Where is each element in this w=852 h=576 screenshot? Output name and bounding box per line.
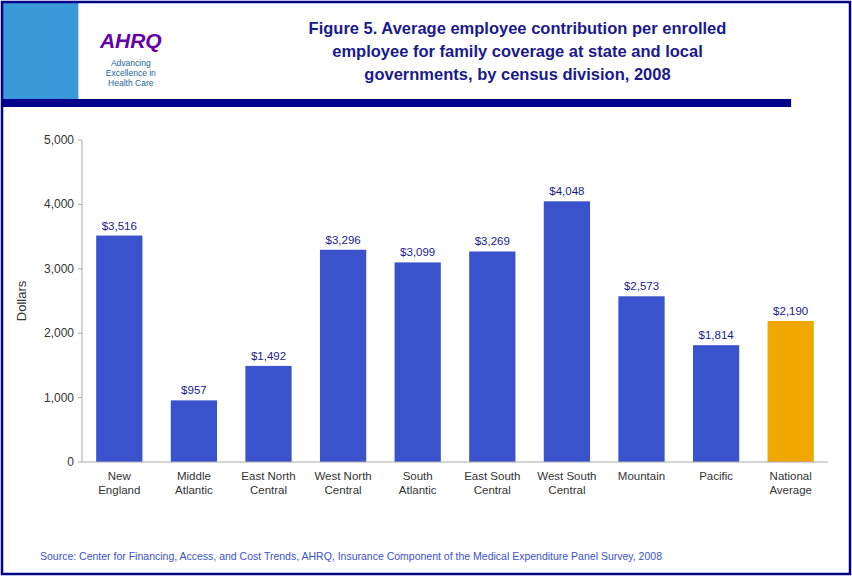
data-label: $1,814 xyxy=(699,329,735,341)
x-tick-label: South Atlantic xyxy=(399,470,437,496)
bar xyxy=(395,262,441,462)
y-tick-label: 3,000 xyxy=(44,262,74,276)
x-tick-label: National Average xyxy=(769,470,812,496)
y-tick xyxy=(78,268,82,269)
x-tick-label: East South Central xyxy=(464,470,520,496)
text-line: South xyxy=(403,470,433,482)
data-labels: $3,516 $957 $1,492 $3,296 $3,099 $3,269 $4,048… xyxy=(102,185,809,396)
x-tick-label: New England xyxy=(98,470,140,496)
y-axis-label: Dollars xyxy=(14,280,29,321)
header-separator xyxy=(3,99,791,107)
outer-border xyxy=(2,2,850,574)
x-tick-label: Pacific xyxy=(699,470,733,482)
text-line: Atlantic xyxy=(399,484,437,496)
logo-tagline: AdvancingExcellence inHealth Care xyxy=(106,58,156,88)
data-label: $2,190 xyxy=(773,305,808,317)
text-line: employee for family coverage at state an… xyxy=(332,42,702,60)
text-line: Central xyxy=(548,484,585,496)
text-line: West North xyxy=(314,470,371,482)
logo-text: AHRQ xyxy=(99,29,162,52)
text-line: Excellence in xyxy=(106,68,156,78)
text-line: West South xyxy=(537,470,596,482)
y-tick xyxy=(78,462,82,463)
x-tick-label: West North Central xyxy=(314,470,371,496)
x-tick-label: East North Central xyxy=(241,470,295,496)
background xyxy=(0,0,852,576)
text-line: East North xyxy=(241,470,295,482)
text-line: Figure 5. Average employee contribution … xyxy=(309,19,727,37)
bar xyxy=(320,250,366,462)
y-tick xyxy=(78,397,82,398)
chart-svg: AHRQ AdvancingExcellence inHealth Care Fig… xyxy=(0,0,852,576)
text-line: Central xyxy=(474,484,511,496)
x-axis: New England Middle Atlantic East North Centra… xyxy=(98,470,812,496)
bar xyxy=(245,366,291,462)
text-line: Mountain xyxy=(618,470,665,482)
source-note: Source: Center for Financing, Access, an… xyxy=(40,550,662,562)
logo-panel xyxy=(79,3,183,99)
text-line: National xyxy=(770,470,812,482)
data-label: $3,099 xyxy=(400,246,435,258)
y-tick-label: 4,000 xyxy=(44,197,74,211)
bar xyxy=(693,345,739,462)
y-axis: 0 1,000 2,000 3,000 4,000 5,000 xyxy=(44,133,82,469)
text-line: Central xyxy=(325,484,362,496)
data-label: $3,516 xyxy=(102,220,137,232)
text-line: Middle xyxy=(177,470,211,482)
chart-title: Figure 5. Average employee contribution … xyxy=(309,19,727,83)
y-tick-label: 2,000 xyxy=(44,326,74,340)
bars xyxy=(96,201,814,462)
x-tick-label: West South Central xyxy=(537,470,596,496)
x-axis-line xyxy=(82,462,828,463)
y-tick-label: 0 xyxy=(67,455,74,469)
text-line: Average xyxy=(769,484,812,496)
bar xyxy=(171,400,217,462)
bar xyxy=(544,201,590,462)
data-label: $2,573 xyxy=(624,280,659,292)
y-tick-label: 1,000 xyxy=(44,391,74,405)
y-axis-line xyxy=(82,140,83,462)
bar xyxy=(768,321,814,462)
logo-block xyxy=(3,3,79,99)
y-tick xyxy=(78,333,82,334)
bar xyxy=(469,251,515,462)
data-label: $1,492 xyxy=(251,350,286,362)
data-label: $4,048 xyxy=(549,185,584,197)
y-tick xyxy=(78,204,82,205)
text-line: Pacific xyxy=(699,470,733,482)
data-label: $3,296 xyxy=(326,234,361,246)
bar xyxy=(96,236,142,462)
y-tick-label: 5,000 xyxy=(44,133,74,147)
text-line: Advancing xyxy=(111,58,151,68)
text-line: Atlantic xyxy=(175,484,213,496)
data-label: $957 xyxy=(181,384,207,396)
text-line: New xyxy=(108,470,132,482)
x-tick-label: Mountain xyxy=(618,470,665,482)
text-line: East South xyxy=(464,470,520,482)
bar xyxy=(618,296,664,462)
y-tick xyxy=(78,140,82,141)
text-line: governments, by census division, 2008 xyxy=(364,65,670,83)
text-line: Central xyxy=(250,484,287,496)
text-line: England xyxy=(98,484,140,496)
x-tick-label: Middle Atlantic xyxy=(175,470,213,496)
data-label: $3,269 xyxy=(475,235,510,247)
text-line: Health Care xyxy=(108,78,154,88)
